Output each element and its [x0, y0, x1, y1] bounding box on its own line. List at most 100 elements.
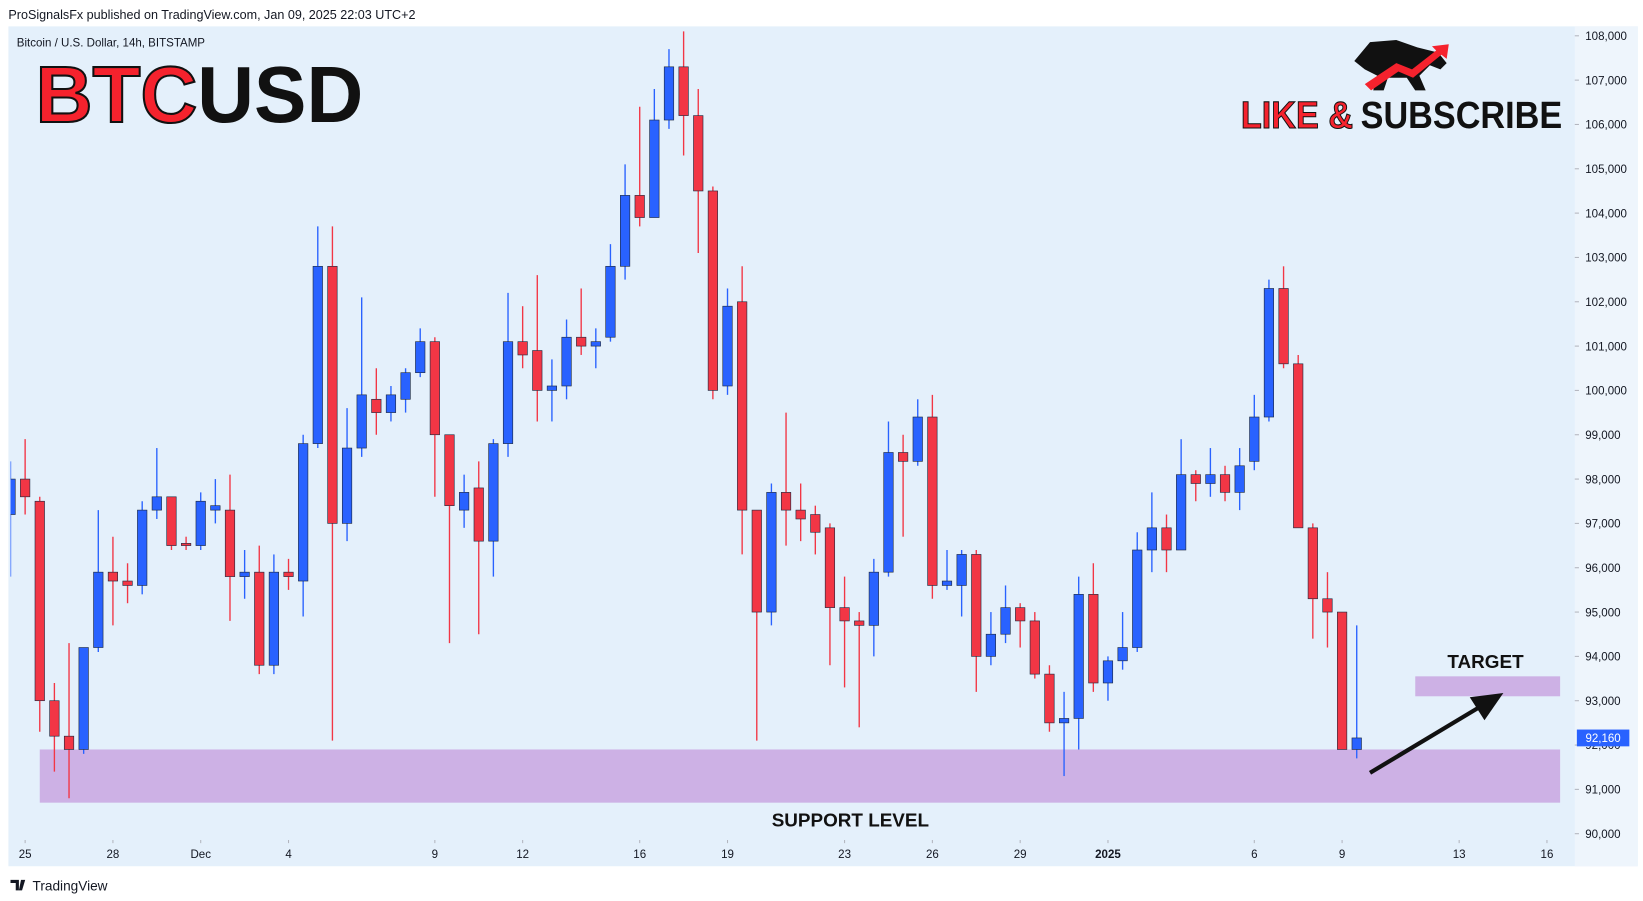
candle-body — [663, 66, 675, 121]
candle-body — [312, 265, 323, 444]
candle-body — [517, 341, 528, 356]
candle-body — [298, 443, 309, 582]
cta-black: SUBSCRIBE — [1361, 95, 1563, 137]
candle-body — [854, 620, 865, 626]
x-tick-label: 16 — [1541, 849, 1554, 861]
y-tick-label: 97,000 — [1585, 519, 1620, 531]
candle-body — [1058, 718, 1070, 724]
candle-body — [956, 554, 967, 586]
candle-body — [473, 487, 484, 542]
x-tick-label: 23 — [838, 849, 851, 861]
candle-body — [1219, 474, 1231, 493]
chart-background — [8, 26, 1638, 867]
candle-body — [1073, 594, 1084, 719]
candle-body — [824, 527, 836, 608]
y-tick-label: 107,000 — [1585, 75, 1627, 87]
candle-body — [166, 496, 177, 546]
candle-body — [385, 394, 397, 413]
candle-body — [181, 543, 192, 546]
y-tick-label: 96,000 — [1585, 563, 1620, 575]
candle-body — [1234, 465, 1245, 493]
candle-body — [883, 452, 894, 573]
candle-body — [737, 301, 748, 511]
candle-body — [224, 509, 236, 577]
symbol: Bitcoin / U.S. Dollar, 14h, BITSTAMP — [17, 37, 206, 49]
brand: TradingView — [33, 878, 108, 893]
candle-body — [502, 341, 514, 444]
candle-body — [254, 571, 265, 666]
candle-body — [93, 571, 104, 648]
candle-body — [1351, 737, 1362, 750]
candle-body — [810, 514, 821, 533]
price-axis-background — [1574, 26, 1638, 867]
y-tick-label: 104,000 — [1585, 208, 1627, 220]
header: ProSignalsFx published on TradingView.co… — [8, 8, 415, 22]
candle-body — [122, 580, 133, 586]
y-tick-label: 99,000 — [1585, 430, 1620, 442]
y-tick-label: 105,000 — [1585, 164, 1627, 176]
candle-body — [795, 509, 806, 520]
candle-body — [1278, 288, 1289, 365]
candle-body — [1337, 611, 1348, 750]
y-tick-label: 106,000 — [1585, 120, 1627, 132]
y-tick-label: 102,000 — [1585, 297, 1627, 309]
plot — [10, 31, 1561, 803]
zone — [1415, 676, 1561, 697]
candle-body — [210, 505, 221, 511]
cta: LIKE &SUBSCRIBE — [1241, 95, 1562, 137]
y-tick-label: 93,000 — [1585, 696, 1620, 708]
candle-body — [1029, 620, 1040, 675]
x-tick-label: 16 — [633, 849, 646, 861]
x-tick-label: 19 — [721, 849, 734, 861]
x-tick-label: 2025 — [1095, 849, 1121, 861]
candle-body — [137, 509, 148, 586]
candle-body — [766, 492, 777, 613]
candle-body — [1263, 288, 1275, 418]
support-label: SUPPORT LEVEL — [772, 810, 929, 831]
y-tick-label: 91,000 — [1585, 785, 1620, 797]
x-tick-label: 12 — [516, 849, 529, 861]
candle-body — [707, 190, 718, 391]
x-tick-label: 6 — [1251, 849, 1257, 861]
x-tick-label: 29 — [1014, 849, 1027, 861]
y-tick-label: 98,000 — [1585, 474, 1620, 486]
candle-body — [649, 119, 660, 218]
logo-red: BTC — [36, 50, 198, 139]
candle-body — [868, 571, 879, 626]
candle-body — [1132, 549, 1143, 648]
candle-body — [546, 385, 557, 391]
candle-body — [590, 341, 601, 347]
candle-body — [371, 398, 382, 413]
candle-body — [1293, 363, 1304, 529]
y-tick-label: 108,000 — [1585, 31, 1627, 43]
candle-body — [195, 500, 206, 546]
candle-body — [985, 633, 996, 657]
candle-body — [678, 66, 689, 116]
x-tick-label: 28 — [107, 849, 120, 861]
footer: TradingView — [10, 878, 108, 893]
candle-body — [1088, 594, 1099, 684]
y-tick-label: 103,000 — [1585, 253, 1627, 265]
candle-body — [620, 195, 631, 267]
candle-body — [971, 554, 982, 657]
candle-body — [239, 571, 250, 577]
candle-body — [1249, 416, 1260, 462]
candle-body — [927, 416, 938, 586]
x-tick-label: 4 — [285, 849, 292, 861]
candle-body — [415, 341, 426, 374]
logo-black: USD — [197, 50, 363, 139]
candle-body — [10, 478, 16, 515]
candle-body — [751, 509, 762, 613]
x-tick-label: 26 — [926, 849, 939, 861]
candle-body — [1322, 598, 1333, 613]
candle-body — [722, 305, 733, 387]
candle-body — [1000, 607, 1011, 635]
candle-body — [1146, 527, 1157, 551]
candle-body — [1176, 474, 1187, 551]
candle-body — [693, 115, 704, 192]
candle-body — [1205, 474, 1216, 484]
x-tick-label: 9 — [1339, 849, 1345, 861]
candle-body — [356, 394, 367, 449]
target-label: TARGET — [1447, 652, 1524, 673]
